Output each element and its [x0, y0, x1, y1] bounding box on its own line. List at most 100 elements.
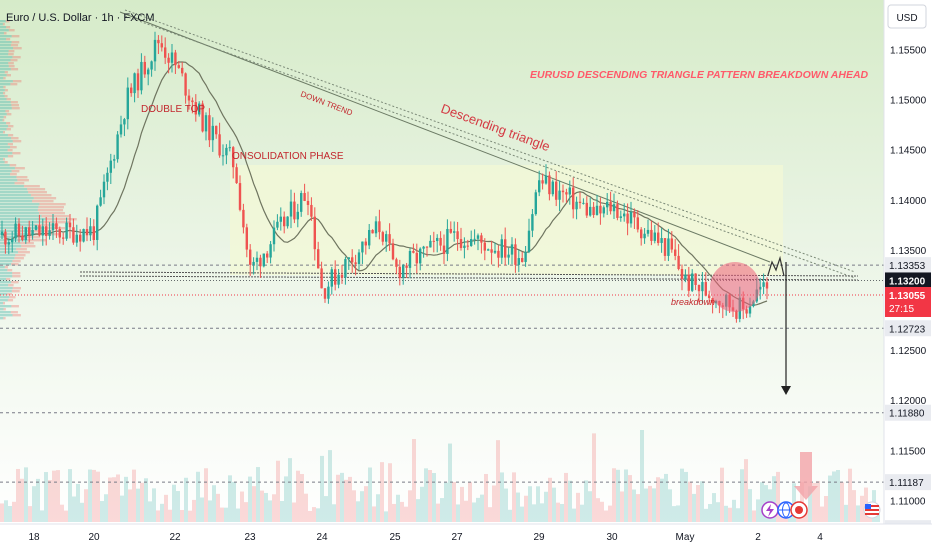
- candle-body: [497, 250, 500, 258]
- candle-body: [684, 274, 687, 279]
- level-tag: [885, 404, 931, 421]
- volume-bar: [12, 501, 16, 522]
- candle-body: [232, 147, 235, 168]
- candle-body: [507, 254, 510, 258]
- candle-body: [514, 244, 517, 265]
- candle-body: [680, 269, 684, 279]
- flash-event-icon[interactable]: [761, 501, 779, 519]
- profile-bar-sell: [46, 218, 77, 221]
- volume-bar: [772, 476, 776, 522]
- projection-zigzag: [767, 255, 785, 277]
- profile-bar-buy: [0, 149, 8, 152]
- volume-bar: [672, 506, 676, 522]
- volume-bar: [192, 499, 196, 522]
- profile-bar-buy: [0, 296, 10, 299]
- volume-bar: [612, 468, 616, 522]
- profile-bar-sell: [10, 146, 17, 149]
- time-axis-panel[interactable]: [0, 524, 932, 550]
- volume-bar: [604, 510, 608, 522]
- volume-bar: [832, 471, 836, 522]
- volume-bar: [252, 486, 256, 522]
- profile-bar-sell: [10, 173, 17, 176]
- us-flag-icon[interactable]: [790, 501, 808, 519]
- profile-bar-sell: [11, 41, 20, 44]
- candle-body: [765, 282, 769, 289]
- us-flag-icon[interactable]: [863, 501, 881, 519]
- candle-body: [245, 227, 248, 250]
- candle-body: [653, 232, 656, 241]
- profile-bar-sell: [23, 185, 40, 188]
- volume-bar: [8, 505, 12, 522]
- current-price-label: 1.13200: [889, 276, 926, 287]
- volume-bar: [456, 504, 460, 522]
- currency-button[interactable]: [887, 4, 927, 29]
- profile-bar-buy: [0, 167, 15, 170]
- volume-bar: [92, 469, 96, 522]
- volume-bar: [760, 482, 764, 522]
- volume-bar: [488, 507, 492, 522]
- candle-body: [354, 262, 357, 265]
- volume-bar: [548, 477, 552, 522]
- candle-body: [55, 223, 58, 230]
- candle-body: [585, 202, 588, 216]
- profile-bar-buy: [0, 134, 8, 137]
- profile-bar-sell: [2, 119, 5, 122]
- profile-bar-sell: [4, 89, 8, 92]
- volume-bar: [88, 469, 92, 522]
- profile-bar-buy: [0, 179, 18, 182]
- target-arrow-head: [781, 386, 791, 395]
- profile-bar-sell: [10, 101, 18, 104]
- profile-bar-sell: [27, 188, 46, 191]
- candle-body: [667, 238, 670, 256]
- profile-bar-sell: [10, 68, 19, 71]
- consolidation-zone: [230, 165, 783, 275]
- profile-bar-buy: [0, 302, 3, 305]
- candle-body: [347, 257, 350, 260]
- globe-event-icon[interactable]: [777, 501, 795, 519]
- volume-bar: [324, 496, 328, 522]
- candle-body: [320, 268, 323, 289]
- profile-bar-sell: [3, 308, 6, 311]
- volume-bar: [808, 486, 812, 522]
- symbol-title[interactable]: Euro / U.S. Dollar · 1h · FXCM: [6, 12, 155, 24]
- candle-body: [735, 310, 738, 319]
- profile-bar-sell: [7, 299, 14, 302]
- volume-bar: [140, 482, 144, 522]
- volume-bar: [404, 506, 408, 522]
- volume-bar: [492, 485, 496, 522]
- volume-bar: [524, 495, 528, 522]
- profile-bar-buy: [0, 53, 9, 56]
- candle-body: [242, 209, 245, 228]
- profile-bar-sell: [3, 92, 6, 95]
- candle-body: [748, 306, 752, 314]
- candle-body: [694, 273, 697, 285]
- volume-bar: [468, 482, 472, 522]
- volume-bar: [184, 477, 188, 522]
- volume-bar: [408, 490, 412, 522]
- candle-body: [463, 245, 466, 248]
- candle-body: [442, 245, 446, 254]
- volume-bar: [240, 491, 244, 522]
- profile-bar-sell: [11, 107, 20, 110]
- volume-bar: [284, 476, 288, 522]
- volume-bar: [176, 491, 180, 522]
- level-tag: [885, 257, 931, 274]
- candle-body: [531, 214, 534, 231]
- volume-bar: [216, 493, 220, 522]
- profile-bar-sell: [2, 131, 5, 134]
- candle-body: [123, 119, 126, 125]
- candle-body: [262, 253, 265, 267]
- candle-body: [408, 250, 412, 268]
- volume-bar: [308, 510, 312, 522]
- volume-bar: [680, 468, 684, 522]
- time-tick-label: May: [676, 532, 695, 543]
- volume-bar: [628, 475, 632, 522]
- volume-bar: [844, 504, 848, 522]
- profile-bar-sell: [7, 293, 13, 296]
- candle-body: [385, 234, 388, 242]
- volume-bar: [276, 460, 280, 522]
- candle-body: [391, 243, 395, 260]
- volume-bar: [208, 500, 212, 522]
- triangle-upper-line-2: [124, 15, 856, 279]
- volume-bar: [552, 487, 556, 522]
